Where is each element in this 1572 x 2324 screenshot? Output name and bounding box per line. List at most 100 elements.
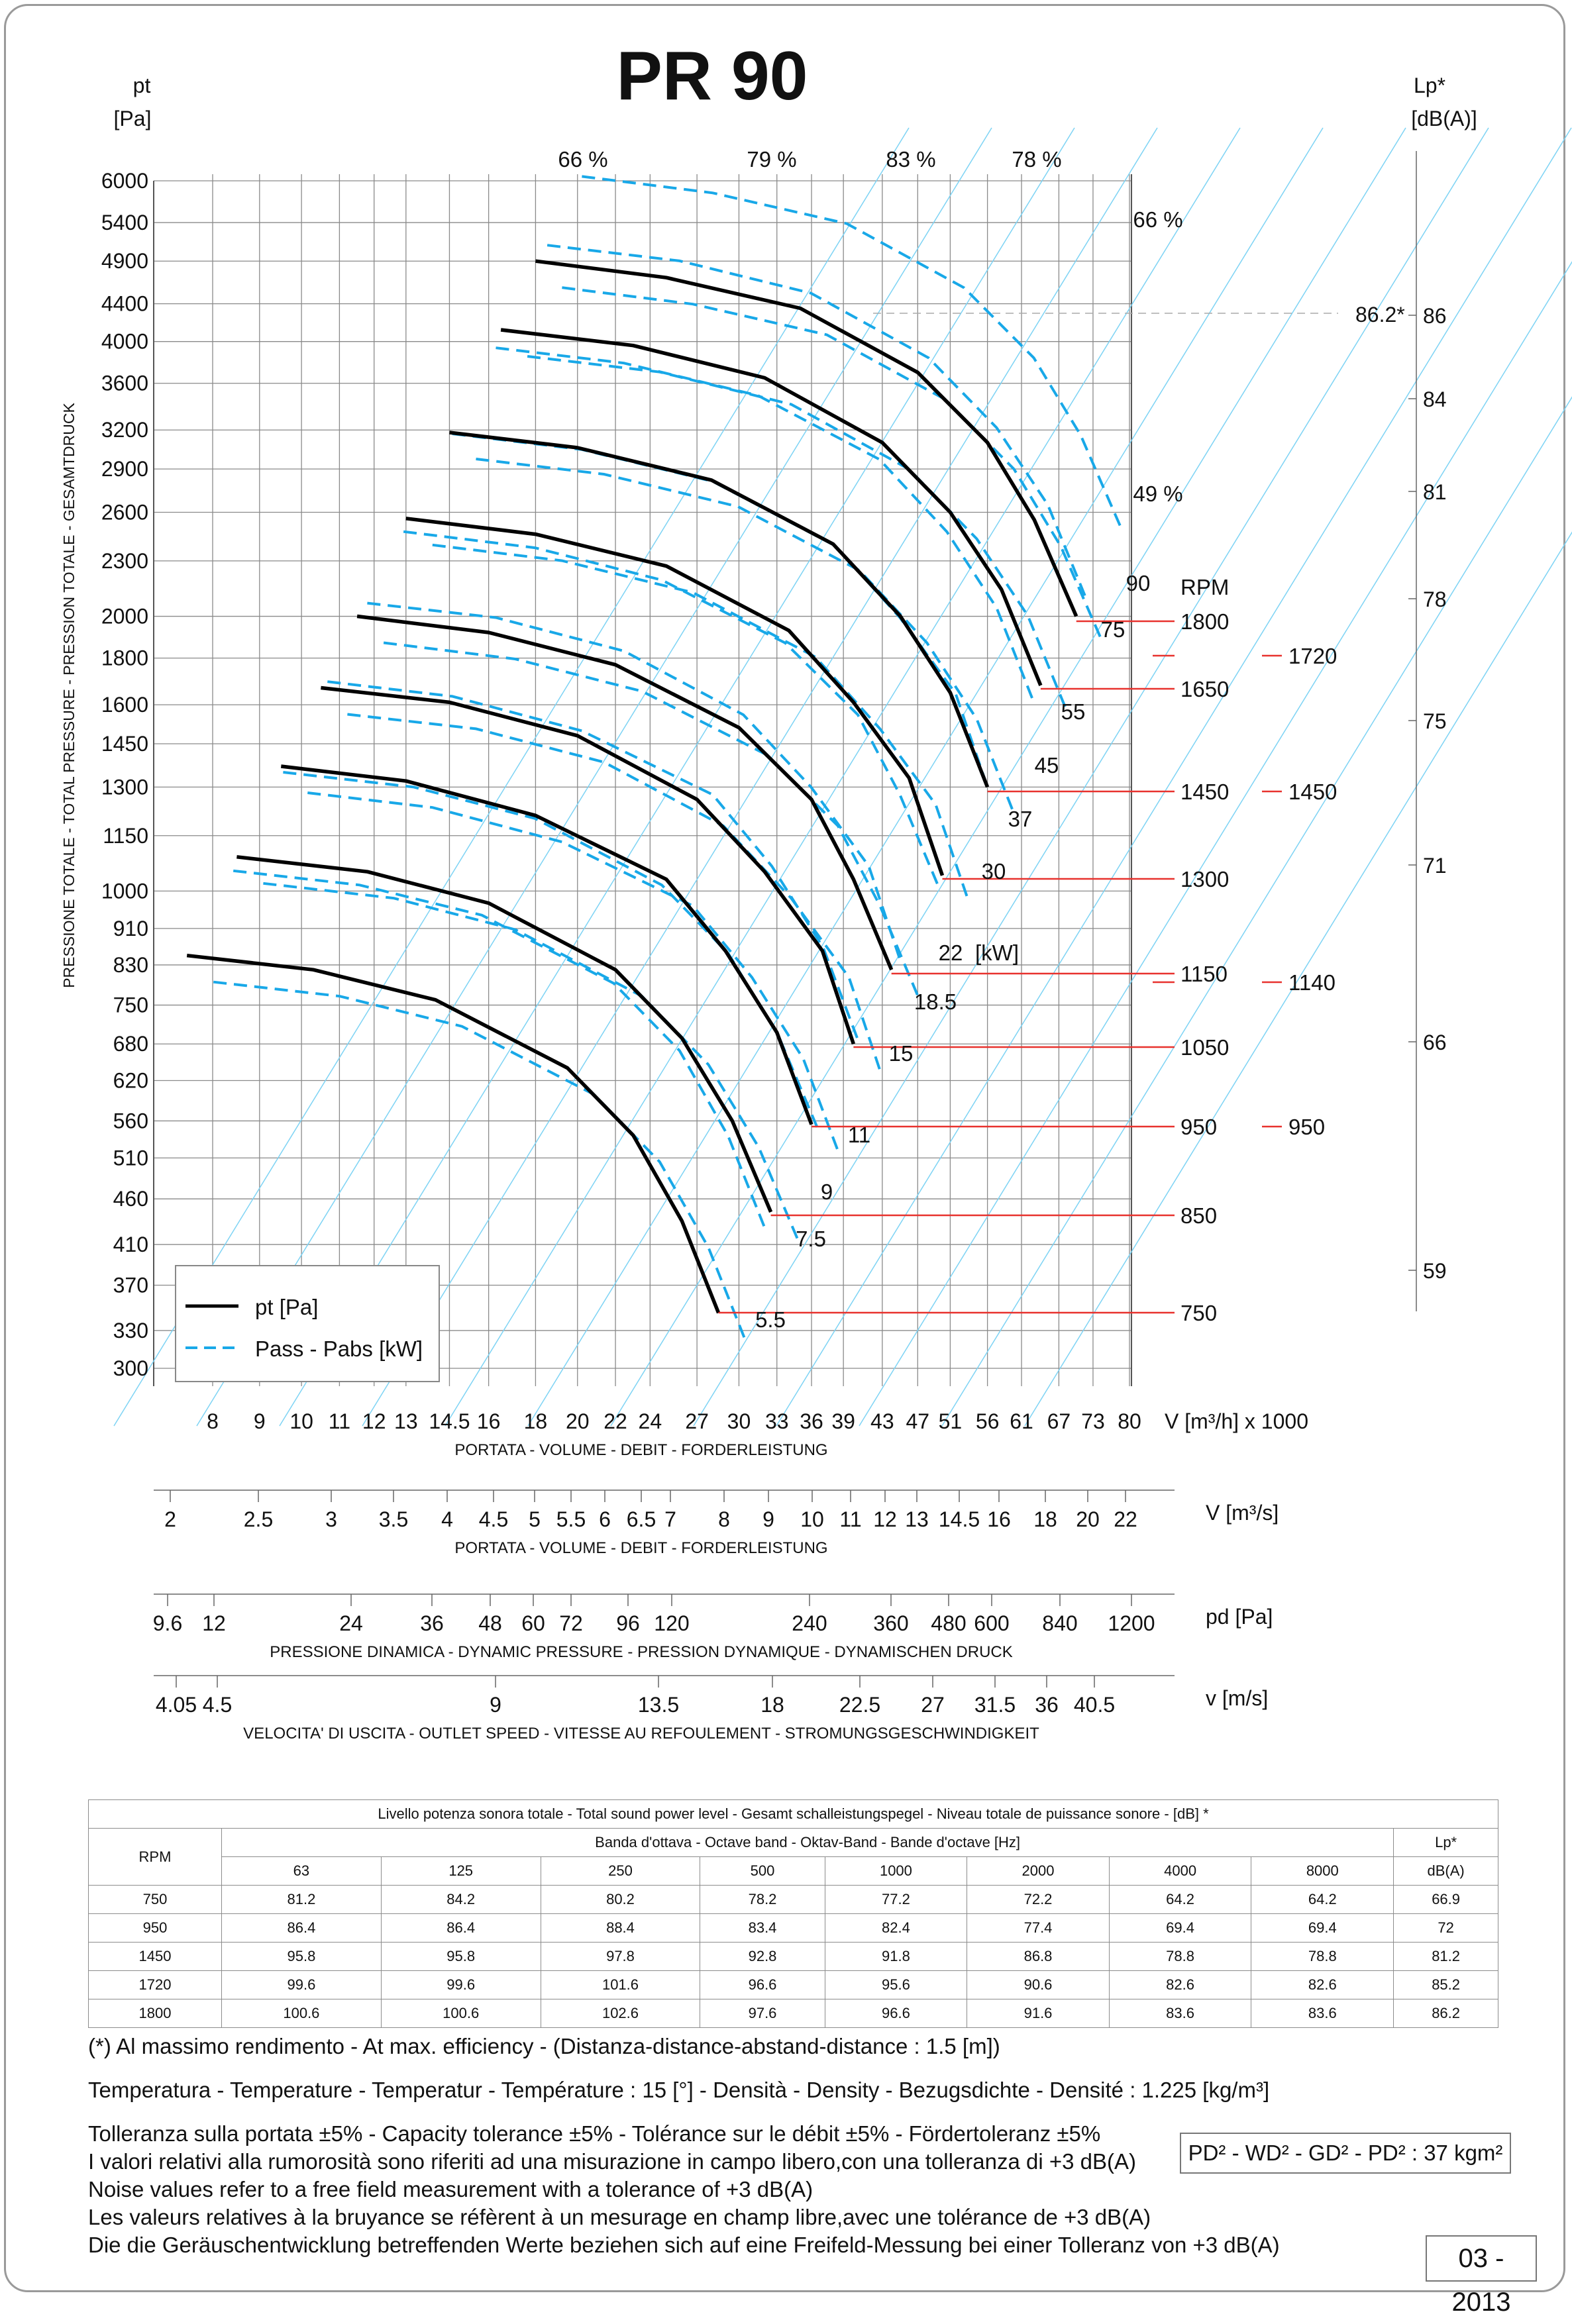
y-tick-label: 6000 xyxy=(101,169,148,193)
x-tick-label: 24 xyxy=(639,1409,662,1433)
x-tick-label: 30 xyxy=(727,1409,751,1433)
right-axis-label-lp: Lp* xyxy=(1414,74,1445,97)
rpm-label: 750 xyxy=(1180,1301,1217,1325)
table-cell: 101.6 xyxy=(540,1970,701,1999)
pt-curve-1800 xyxy=(535,259,1078,617)
flow-m3s-tick-label: 3 xyxy=(325,1507,337,1531)
y-tick-label: 300 xyxy=(113,1356,148,1380)
x-tick-label: 61 xyxy=(1010,1409,1033,1433)
speed-caption: VELOCITA' DI USCITA - OUTLET SPEED - VIT… xyxy=(243,1725,1039,1743)
pd-tick-label: 72 xyxy=(559,1611,583,1635)
rpm-label: 1450 xyxy=(1180,780,1229,804)
table-cell: 86.4 xyxy=(221,1913,382,1943)
right-axis-label-unit: [dB(A)] xyxy=(1411,107,1477,130)
efficiency-ray xyxy=(859,261,1572,1427)
pd-tick-label: 48 xyxy=(478,1611,502,1635)
legend-power-label: Pass - Pabs [kW] xyxy=(255,1337,423,1361)
efficiency-label: 66 % xyxy=(558,147,607,172)
efficiency-ray xyxy=(693,127,1489,1427)
x-caption: PORTATA - VOLUME - DEBIT - FORDERLEISTUN… xyxy=(454,1441,827,1459)
x-tick-label: 20 xyxy=(566,1409,590,1433)
power-curve xyxy=(496,346,1035,703)
legend-pt-label: pt [Pa] xyxy=(255,1295,318,1319)
table-band-header: 8000 xyxy=(1251,1856,1394,1886)
speed-tick-label: 4.5 xyxy=(203,1693,232,1717)
pd-tick-label: 480 xyxy=(931,1611,966,1635)
lp-rpm-label: 1720 xyxy=(1288,644,1337,668)
speed-tick-label: 4.05 xyxy=(156,1693,197,1717)
table-cell: 91.8 xyxy=(824,1942,968,1971)
table-cell: 66.9 xyxy=(1393,1885,1498,1914)
table-cell: 95.6 xyxy=(824,1970,968,1999)
speed-tick-label: 22.5 xyxy=(839,1693,880,1717)
power-curve xyxy=(582,175,1124,532)
table-cell: 64.2 xyxy=(1108,1885,1252,1914)
efficiency-ray xyxy=(941,396,1572,1427)
table-cell: 86.2 xyxy=(1393,1999,1498,2028)
flow-m3s-tick-label: 3.5 xyxy=(379,1507,408,1531)
efficiency-ray xyxy=(196,127,992,1427)
y-tick-label: 3600 xyxy=(101,372,148,395)
efficiency-label: 79 % xyxy=(747,147,796,172)
chart-labels: 6000540049004400400036003200290026002300… xyxy=(101,147,1447,1743)
table-band-header: 63 xyxy=(221,1856,382,1886)
lp-rpm-label: 1140 xyxy=(1288,970,1336,995)
x-tick-label: 12 xyxy=(362,1409,386,1433)
rpm-label: 1300 xyxy=(1180,867,1229,891)
lp-tick-label: 86 xyxy=(1423,304,1447,328)
rpm-label: 1650 xyxy=(1180,677,1229,701)
table-cell: 77.4 xyxy=(967,1913,1110,1943)
power-curve xyxy=(367,601,902,960)
efficiency-ray xyxy=(610,127,1406,1427)
table-cell: 82.4 xyxy=(824,1913,968,1943)
table-cell: 100.6 xyxy=(221,1999,382,2028)
power-label: 55 xyxy=(1061,699,1086,724)
flow-m3s-tick-label: 9 xyxy=(762,1507,774,1531)
table-row: 1450 95.8 95.8 97.8 92.8 91.8 86.8 78.8 78.8 81.2 xyxy=(88,1942,1498,1971)
x-tick-label: 27 xyxy=(685,1409,709,1433)
power-label: 45 xyxy=(1035,753,1059,778)
pt-curve-850 xyxy=(236,855,773,1213)
table-lp-header: Lp* xyxy=(1393,1828,1498,1857)
y-tick-label: 1000 xyxy=(101,879,148,903)
flow-m3s-tick-label: 5 xyxy=(529,1507,541,1531)
speed-unit-label: v [m/s] xyxy=(1206,1686,1268,1710)
flow-m3s-tick-label: 8 xyxy=(718,1507,730,1531)
flow-m3s-tick-label: 16 xyxy=(987,1507,1011,1531)
flow-m3s-unit-label: V [m³/s] xyxy=(1206,1501,1279,1525)
y-tick-label: 4900 xyxy=(101,249,148,273)
table-cell: 90.6 xyxy=(967,1970,1110,1999)
legend-box xyxy=(175,1265,440,1382)
y-tick-label: 620 xyxy=(113,1069,148,1093)
pd-tick-label: 1200 xyxy=(1108,1611,1155,1635)
y-tick-label: 410 xyxy=(113,1233,148,1256)
power-curve xyxy=(307,791,839,1152)
rpm-label: 850 xyxy=(1180,1203,1217,1228)
y-tick-label: 910 xyxy=(113,917,148,940)
table-cell: 102.6 xyxy=(540,1999,701,2028)
efficiency-label: 49 % xyxy=(1133,481,1182,506)
table-band-header: 1000 xyxy=(824,1856,968,1886)
table-row: 750 81.2 84.2 80.2 78.2 77.2 72.2 64.2 64.2 66.9 xyxy=(88,1885,1498,1914)
note-temperature-density: Temperatura - Temperature - Temperatur -… xyxy=(88,2078,1270,2102)
power-label: 7.5 xyxy=(796,1227,826,1251)
pt-curve-950 xyxy=(280,764,813,1125)
x-tick-label: 73 xyxy=(1081,1409,1105,1433)
lp-tick-label: 66 xyxy=(1423,1031,1447,1054)
sound-power-table: Livello potenza sonora totale - Total so… xyxy=(88,1799,1498,2028)
rpm-label: 1800 xyxy=(1180,609,1229,634)
lp-tick-label: 78 xyxy=(1423,587,1447,611)
pd-unit-label: pd [Pa] xyxy=(1206,1605,1273,1629)
power-curve xyxy=(452,432,990,791)
pd-tick-label: 240 xyxy=(792,1611,827,1635)
table-cell: 78.8 xyxy=(1251,1942,1394,1971)
power-curve xyxy=(283,771,819,1128)
table-cell: 97.8 xyxy=(540,1942,701,1971)
table-cell: 96.6 xyxy=(700,1970,825,1999)
x-tick-label: 18 xyxy=(524,1409,548,1433)
y-tick-label: 2000 xyxy=(101,605,148,629)
x-tick-label: 33 xyxy=(765,1409,789,1433)
pd-tick-label: 360 xyxy=(873,1611,908,1635)
x-tick-label: 10 xyxy=(289,1409,313,1433)
table-cell: 85.2 xyxy=(1393,1970,1498,1999)
